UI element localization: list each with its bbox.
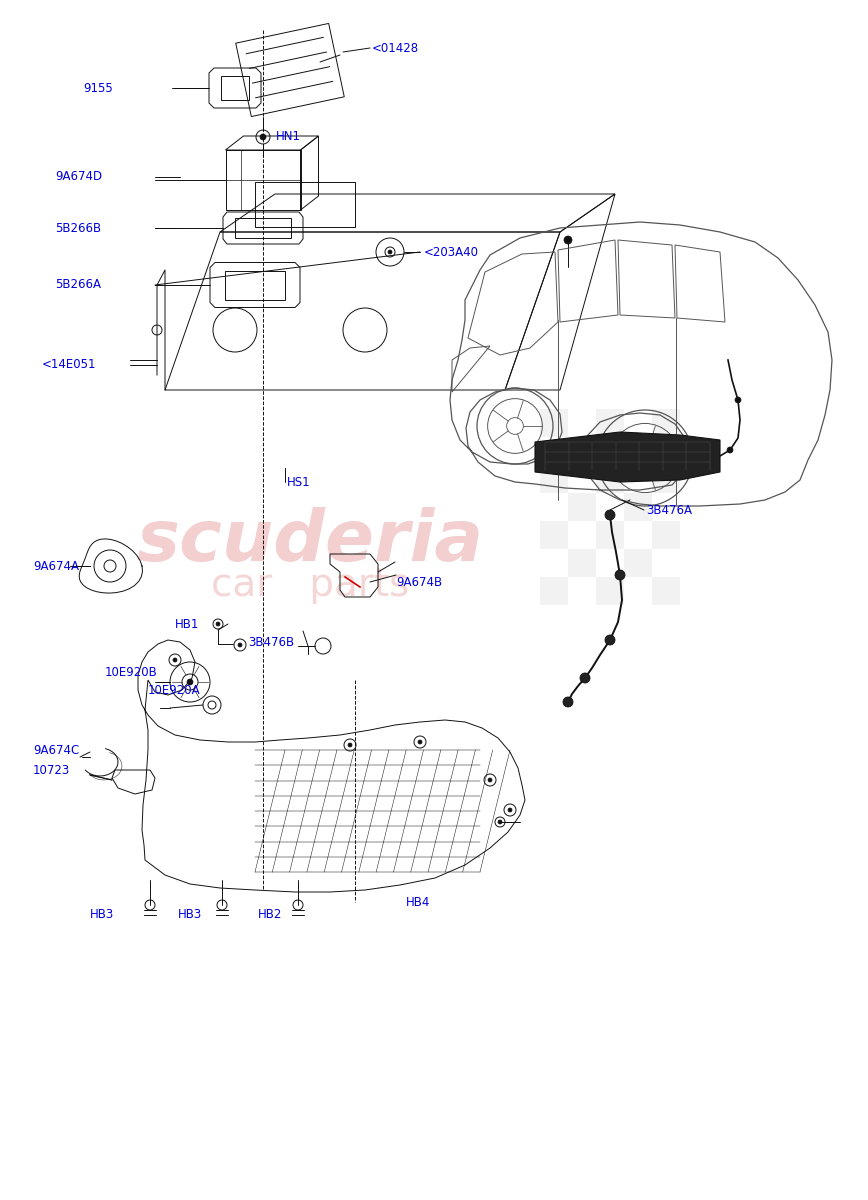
Circle shape	[735, 397, 741, 403]
Circle shape	[727, 446, 733, 452]
Circle shape	[173, 658, 177, 662]
Text: 9155: 9155	[83, 82, 113, 95]
Text: 10723: 10723	[33, 763, 70, 776]
Bar	[624, 437, 652, 464]
Bar	[624, 493, 652, 521]
Text: car   parts: car parts	[211, 566, 409, 604]
Bar	[568, 464, 596, 493]
Bar	[624, 577, 652, 605]
Text: HB2: HB2	[258, 908, 282, 922]
Text: 10E920B: 10E920B	[105, 666, 158, 678]
Bar	[652, 409, 680, 437]
Circle shape	[508, 808, 512, 812]
Circle shape	[605, 510, 615, 520]
Circle shape	[488, 778, 492, 782]
Bar	[652, 493, 680, 521]
Circle shape	[260, 134, 266, 140]
Bar	[596, 550, 624, 577]
Bar	[568, 493, 596, 521]
Text: 10E920A: 10E920A	[148, 684, 201, 696]
Text: HB3: HB3	[178, 908, 202, 922]
Text: 5B266A: 5B266A	[55, 278, 101, 292]
Text: 3B476A: 3B476A	[646, 504, 692, 516]
Circle shape	[187, 679, 193, 685]
Bar	[596, 493, 624, 521]
Bar	[652, 437, 680, 464]
Bar	[596, 521, 624, 550]
Circle shape	[563, 697, 573, 707]
Bar	[568, 577, 596, 605]
Circle shape	[418, 740, 422, 744]
Text: 9A674D: 9A674D	[55, 170, 102, 184]
Circle shape	[238, 643, 242, 647]
Bar	[568, 409, 596, 437]
Bar	[568, 521, 596, 550]
Text: 5B266B: 5B266B	[55, 222, 102, 234]
Circle shape	[605, 635, 615, 646]
Text: <203A40: <203A40	[424, 246, 479, 258]
Circle shape	[580, 673, 590, 683]
Circle shape	[388, 250, 392, 254]
Text: <14E051: <14E051	[42, 359, 96, 372]
Bar	[652, 550, 680, 577]
Text: HS1: HS1	[287, 475, 311, 488]
Bar	[568, 437, 596, 464]
Circle shape	[348, 743, 352, 746]
Text: HB3: HB3	[90, 908, 115, 922]
Text: HB1: HB1	[175, 618, 200, 630]
Text: HB4: HB4	[406, 895, 431, 908]
Text: 9A674A: 9A674A	[33, 559, 79, 572]
Bar	[596, 437, 624, 464]
Text: 9A674B: 9A674B	[396, 576, 442, 588]
Polygon shape	[535, 432, 720, 482]
Bar	[540, 437, 568, 464]
Circle shape	[615, 570, 625, 580]
Text: HN1: HN1	[276, 131, 301, 144]
Bar	[540, 577, 568, 605]
Bar	[568, 550, 596, 577]
Bar	[596, 409, 624, 437]
Bar	[652, 577, 680, 605]
Bar	[540, 464, 568, 493]
Bar	[540, 521, 568, 550]
Bar	[624, 550, 652, 577]
Bar	[540, 409, 568, 437]
Circle shape	[216, 622, 220, 626]
Bar	[540, 550, 568, 577]
Bar	[652, 464, 680, 493]
Text: 3B476B: 3B476B	[248, 636, 294, 649]
Bar	[624, 464, 652, 493]
Bar	[652, 521, 680, 550]
Bar	[540, 493, 568, 521]
Text: 9A674C: 9A674C	[33, 744, 79, 756]
Bar	[596, 577, 624, 605]
Bar	[624, 521, 652, 550]
Circle shape	[564, 236, 572, 244]
Bar	[624, 409, 652, 437]
Text: <01428: <01428	[372, 42, 419, 54]
Circle shape	[498, 820, 502, 824]
Bar	[596, 464, 624, 493]
Text: scuderia: scuderia	[136, 508, 483, 576]
